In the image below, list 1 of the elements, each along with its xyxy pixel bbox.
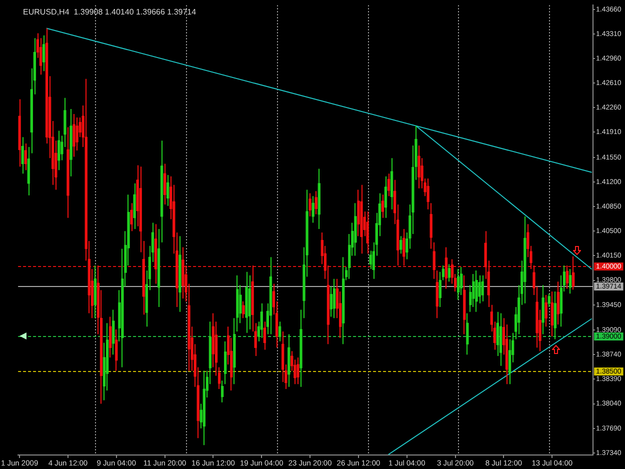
chart-title: EURUSD,H4 1.39908 1.40140 1.39666 1.39714 bbox=[23, 7, 197, 16]
